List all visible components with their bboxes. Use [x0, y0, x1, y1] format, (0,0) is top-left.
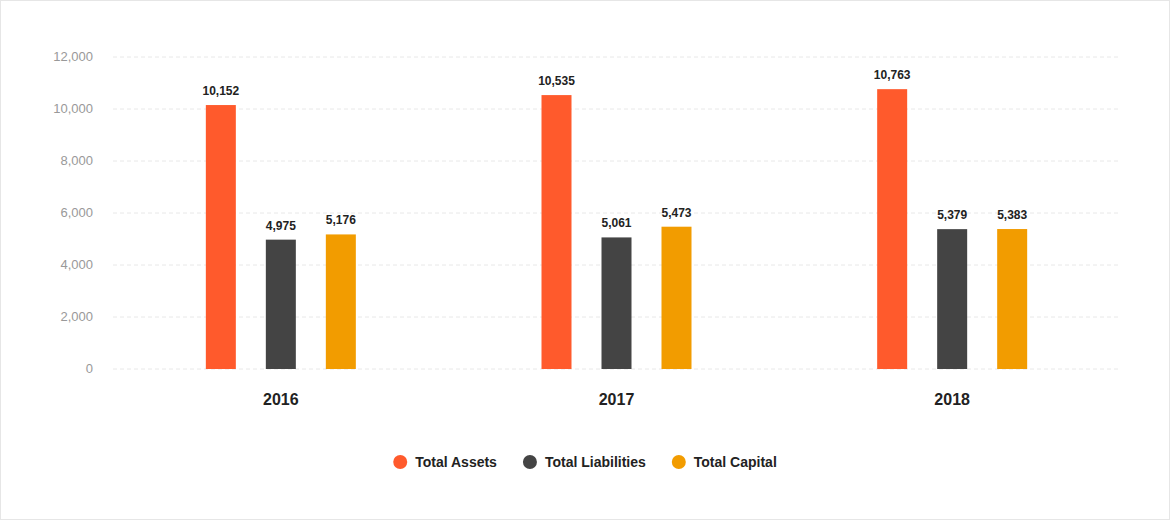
- y-tick-label: 8,000: [60, 153, 93, 168]
- data-label: 10,535: [538, 74, 575, 88]
- y-tick-label: 12,000: [53, 49, 93, 64]
- y-tick-label: 2,000: [60, 309, 93, 324]
- y-axis: 0 2,000 4,000 6,000 8,000 10,000 12,000: [53, 49, 93, 376]
- legend-label: Total Capital: [694, 454, 777, 470]
- bar: [937, 229, 967, 369]
- data-label: 10,152: [202, 84, 239, 98]
- legend-marker: [523, 455, 537, 469]
- data-labels: 10,152 4,975 5,176 10,535 5,061 5,473 10,763 5,…: [202, 68, 1027, 232]
- y-tick-label: 6,000: [60, 205, 93, 220]
- legend-label: Total Liabilities: [545, 454, 646, 470]
- bar: [326, 234, 356, 369]
- bar: [266, 240, 296, 369]
- bars: [206, 89, 1027, 369]
- legend-label: Total Assets: [415, 454, 497, 470]
- grid-line: [113, 57, 1120, 58]
- bar: [206, 105, 236, 369]
- chart: 0 2,000 4,000 6,000 8,000 10,000 12,000 10,152 4…: [0, 0, 1170, 520]
- bar: [877, 89, 907, 369]
- x-tick-label: 2018: [934, 391, 970, 408]
- legend-marker: [393, 455, 407, 469]
- x-tick-label: 2017: [599, 391, 635, 408]
- legend-marker: [672, 455, 686, 469]
- grid-line: [113, 109, 1120, 110]
- grid-line: [113, 161, 1120, 162]
- frame: [1, 1, 1170, 520]
- bar: [602, 237, 632, 369]
- data-label: 5,383: [997, 208, 1027, 222]
- bar: [997, 229, 1027, 369]
- bar: [662, 227, 692, 369]
- bar: [542, 95, 572, 369]
- legend: Total Assets Total Liabilities Total Capit…: [393, 454, 777, 470]
- data-label: 4,975: [266, 219, 296, 233]
- y-tick-label: 4,000: [60, 257, 93, 272]
- data-label: 5,176: [326, 213, 356, 227]
- y-tick-label: 10,000: [53, 101, 93, 116]
- data-label: 5,473: [661, 206, 691, 220]
- data-label: 5,061: [601, 216, 631, 230]
- grid: [113, 57, 1120, 369]
- x-tick-label: 2016: [263, 391, 299, 408]
- x-axis: 2016 2017 2018: [263, 391, 970, 408]
- data-label: 10,763: [874, 68, 911, 82]
- grid-line: [113, 213, 1120, 214]
- data-label: 5,379: [937, 208, 967, 222]
- y-tick-label: 0: [86, 361, 93, 376]
